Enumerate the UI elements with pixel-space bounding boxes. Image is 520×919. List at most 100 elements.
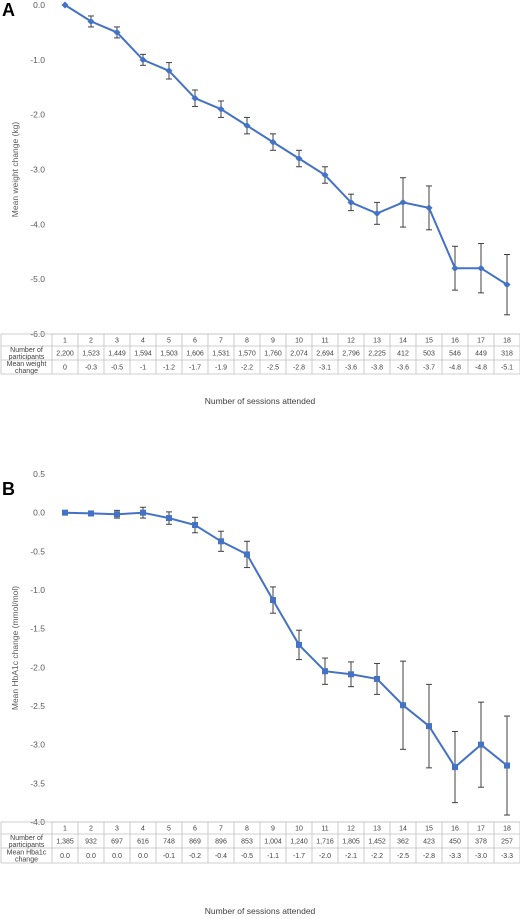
y-tick-label: -3.5	[30, 778, 45, 788]
data-point	[191, 94, 199, 102]
y-tick-label: -1.5	[30, 624, 45, 634]
table-cell-participants: 932	[85, 839, 97, 846]
table-row-label: Mean Hba1c	[7, 850, 47, 857]
table-cell-change: -1.1	[267, 853, 279, 860]
table-cell-change: -3.1	[319, 365, 331, 372]
x-tick-label: 2	[89, 826, 93, 833]
x-tick-label: 15	[425, 826, 433, 833]
table-cell-change: -0.5	[111, 365, 123, 372]
x-tick-label: 5	[167, 338, 171, 345]
x-tick-label: 13	[373, 338, 381, 345]
table-cell-participants: 546	[449, 351, 461, 358]
table-cell-change: -3.8	[371, 365, 383, 372]
data-point	[295, 155, 303, 163]
x-tick-label: 8	[245, 338, 249, 345]
data-point	[426, 723, 432, 730]
y-tick-label: -1.0	[30, 585, 45, 595]
data-point	[218, 538, 224, 545]
x-tick-label: 4	[141, 826, 145, 833]
table-cell-change: 0.0	[60, 853, 70, 860]
table-row-label: change	[15, 368, 38, 375]
table-cell-participants: 1,004	[264, 839, 282, 846]
data-point	[244, 551, 250, 558]
table-cell-change: -0.4	[215, 853, 227, 860]
table-cell-participants: 697	[111, 839, 123, 846]
x-tick-label: 18	[503, 826, 511, 833]
y-tick-label: -2.0	[30, 110, 45, 120]
x-tick-label: 17	[477, 338, 485, 345]
data-point	[217, 105, 225, 113]
table-cell-participants: 1,805	[342, 839, 360, 846]
table-cell-participants: 503	[423, 351, 435, 358]
table-row-label: Mean weight	[7, 361, 47, 368]
table-cell-change: -3.7	[423, 365, 435, 372]
data-point	[87, 17, 95, 25]
table-cell-change: -4.8	[475, 365, 487, 372]
table-cell-participants: 2,694	[316, 351, 334, 358]
x-tick-label: 11	[321, 338, 328, 345]
x-tick-label: 14	[399, 826, 407, 833]
table-cell-change: -2.5	[267, 365, 279, 372]
x-tick-label: 9	[271, 338, 275, 345]
table-cell-participants: 869	[189, 839, 201, 846]
x-tick-label: 6	[193, 338, 197, 345]
y-axis-title: Mean weight change (kg)	[10, 122, 20, 218]
x-tick-label: 10	[295, 826, 303, 833]
data-point	[399, 198, 407, 206]
table-cell-participants: 1,760	[264, 351, 282, 358]
table-cell-participants: 2,796	[342, 351, 360, 358]
table-cell-change: -1.2	[163, 365, 175, 372]
table-cell-change: 0	[63, 365, 67, 372]
table-cell-change: -3.0	[475, 853, 487, 860]
x-tick-label: 14	[399, 338, 407, 345]
table-cell-change: -4.8	[449, 365, 461, 372]
x-tick-label: 18	[503, 338, 511, 345]
data-point	[192, 522, 198, 529]
y-axis-title: Mean HbA1c change (mmol/mol)	[10, 586, 20, 710]
table-row-label: Number of	[10, 347, 43, 354]
series-line	[64, 511, 508, 769]
table-cell-participants: 1,716	[316, 839, 334, 846]
x-tick-label: 7	[219, 826, 223, 833]
table-cell-change: -3.3	[449, 853, 461, 860]
x-tick-label: 10	[295, 338, 303, 345]
y-tick-label: -2.5	[30, 701, 45, 711]
x-tick-label: 4	[141, 338, 145, 345]
table-cell-change: -1.7	[293, 853, 305, 860]
data-point	[113, 28, 121, 36]
table-cell-change: 0.0	[86, 853, 96, 860]
data-point	[296, 641, 302, 648]
x-tick-label: 12	[347, 338, 355, 345]
table-row-label: participants	[9, 842, 45, 849]
table-cell-change: -5.1	[501, 365, 513, 372]
data-point	[478, 741, 484, 748]
x-tick-label: 15	[425, 338, 433, 345]
table-cell-participants: 1,570	[238, 351, 256, 358]
y-tick-label: -4.0	[30, 219, 45, 229]
table-cell-participants: 362	[397, 839, 409, 846]
data-point	[348, 671, 354, 678]
x-tick-label: 5	[167, 826, 171, 833]
table-cell-change: -1.9	[215, 365, 227, 372]
table-cell-participants: 2,200	[56, 351, 74, 358]
data-point	[504, 762, 510, 769]
data-point	[452, 764, 458, 771]
table-cell-change: -2.2	[371, 853, 383, 860]
x-tick-label: 6	[193, 826, 197, 833]
y-tick-label: -3.0	[30, 165, 45, 175]
panel-letter: A	[2, 0, 15, 20]
data-point	[166, 515, 172, 522]
x-tick-label: 3	[115, 826, 119, 833]
table-cell-participants: 318	[501, 351, 513, 358]
data-point	[243, 122, 251, 130]
table-cell-change: -2.5	[397, 853, 409, 860]
panel-letter: B	[2, 479, 15, 499]
table-cell-change: -3.6	[345, 365, 357, 372]
table-cell-participants: 449	[475, 351, 487, 358]
table-cell-change: -0.3	[85, 365, 97, 372]
table-cell-participants: 1,594	[134, 351, 152, 358]
table-row-label: Number of	[10, 835, 43, 842]
x-tick-label: 8	[245, 826, 249, 833]
x-axis-title: Number of sessions attended	[205, 396, 316, 406]
